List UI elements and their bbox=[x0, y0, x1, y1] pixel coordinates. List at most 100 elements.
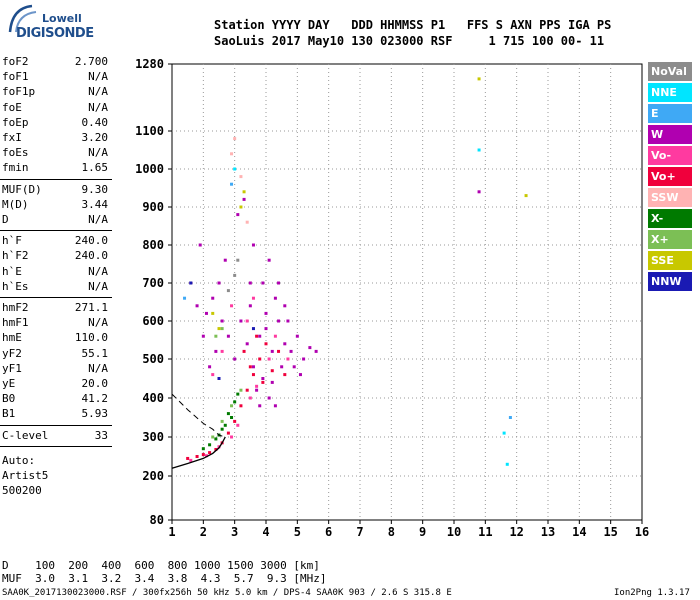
data-point-w bbox=[255, 388, 259, 392]
data-point-nne bbox=[233, 167, 237, 171]
param-row-hf: h`F 240.0 bbox=[0, 234, 112, 248]
param-value: 41.2 bbox=[81, 392, 109, 406]
data-point-w bbox=[280, 365, 284, 369]
param-value: 33 bbox=[94, 428, 108, 442]
data-point-w bbox=[264, 311, 268, 315]
param-row-clevel: C-level 33 bbox=[0, 429, 112, 443]
param-row-foes: foEs N/A bbox=[0, 146, 112, 160]
digisonde-logo: Lowell DIGISONDE bbox=[2, 2, 102, 42]
legend-item-sse: SSE bbox=[648, 251, 692, 270]
y-tick-label: 500 bbox=[142, 352, 164, 366]
plot-frame bbox=[171, 63, 643, 521]
data-point-w bbox=[248, 281, 252, 285]
x-tick-label: 12 bbox=[509, 525, 523, 539]
data-point-w bbox=[289, 349, 293, 353]
data-point-w bbox=[261, 281, 265, 285]
data-point-sse bbox=[217, 327, 221, 331]
data-point-vo- bbox=[189, 458, 193, 462]
x-tick-label: 14 bbox=[572, 525, 586, 539]
data-point-vo- bbox=[261, 380, 265, 384]
data-point-w bbox=[198, 243, 202, 247]
data-point-ssw bbox=[233, 137, 237, 141]
data-point-w bbox=[248, 304, 252, 308]
legend-item-w: W bbox=[648, 125, 692, 144]
param-row-fof2: foF2 2.700 bbox=[0, 55, 112, 69]
data-point-vo- bbox=[248, 396, 252, 400]
param-value: 110.0 bbox=[74, 331, 108, 345]
param-label: foE bbox=[2, 100, 22, 114]
autoscale-text: 500200 bbox=[2, 483, 42, 497]
param-row-hme: hmE 110.0 bbox=[0, 331, 112, 345]
y-tick-label: 1280 bbox=[135, 57, 164, 71]
data-point-vo- bbox=[283, 373, 287, 377]
y-tick-label: 1000 bbox=[135, 162, 164, 176]
param-value: N/A bbox=[88, 264, 108, 278]
data-point-w bbox=[273, 404, 277, 408]
data-point-w bbox=[302, 357, 306, 361]
data-point-nne bbox=[477, 148, 481, 152]
data-point-nnw bbox=[251, 327, 255, 331]
param-label: foF1 bbox=[2, 70, 29, 84]
data-point-sse bbox=[524, 194, 528, 198]
param-row-b0: B0 41.2 bbox=[0, 392, 112, 406]
data-point-w bbox=[245, 342, 249, 346]
data-point-vo- bbox=[258, 357, 262, 361]
data-point-x- bbox=[236, 392, 240, 396]
data-point-e bbox=[183, 296, 187, 300]
param-value: 240.0 bbox=[74, 249, 108, 263]
x-tick-label: 8 bbox=[388, 525, 395, 539]
param-row-hmf2: hmF2 271.1 bbox=[0, 301, 112, 315]
param-value: N/A bbox=[88, 361, 108, 375]
data-point-vo- bbox=[270, 369, 274, 373]
x-tick-label: 5 bbox=[294, 525, 301, 539]
param-label: yE bbox=[2, 377, 16, 390]
data-point-vo- bbox=[186, 456, 190, 460]
param-label: fmin bbox=[2, 161, 29, 175]
data-point-vo- bbox=[273, 334, 277, 338]
param-label: foF2 bbox=[2, 55, 29, 68]
param-separator bbox=[0, 230, 112, 232]
param-value: 1.65 bbox=[81, 161, 109, 175]
param-value: N/A bbox=[88, 85, 108, 99]
data-point-w bbox=[283, 342, 287, 346]
legend-item-ssw: SSW bbox=[648, 188, 692, 207]
data-point-w bbox=[214, 349, 218, 353]
profile-solid-line bbox=[171, 436, 226, 469]
data-point-sse bbox=[211, 311, 215, 315]
param-label: D bbox=[2, 213, 9, 226]
footer-d-row: D 100 200 400 600 800 1000 1500 3000 [km… bbox=[2, 559, 320, 572]
data-point-vo- bbox=[214, 447, 218, 451]
data-point-x- bbox=[233, 400, 237, 404]
data-point-e bbox=[230, 182, 234, 186]
data-point-w bbox=[251, 243, 255, 247]
data-point-w bbox=[242, 197, 246, 201]
data-point-vo- bbox=[236, 423, 240, 427]
param-row-foe: foE N/A bbox=[0, 101, 112, 115]
param-value: 240.0 bbox=[74, 234, 108, 248]
param-label: h`F bbox=[2, 234, 22, 248]
data-point-vo- bbox=[251, 373, 255, 377]
data-point-w bbox=[267, 258, 271, 262]
data-point-nnw bbox=[189, 281, 193, 285]
param-row-fof1: foF1 N/A bbox=[0, 70, 112, 84]
data-point-w bbox=[251, 365, 255, 369]
data-point-vo- bbox=[230, 304, 234, 308]
x-tick-label: 11 bbox=[478, 525, 492, 539]
data-point-vo- bbox=[211, 373, 215, 377]
logo-mark-icon bbox=[8, 4, 37, 33]
data-point-x- bbox=[220, 427, 224, 431]
data-point-noval bbox=[236, 258, 240, 262]
data-point-x- bbox=[226, 412, 230, 416]
data-point-w bbox=[283, 304, 287, 308]
data-point-w bbox=[277, 319, 281, 323]
y-tick-label: 400 bbox=[142, 391, 164, 405]
param-row-b1: B1 5.93 bbox=[0, 407, 112, 421]
data-point-vo- bbox=[242, 349, 246, 353]
data-point-sse bbox=[242, 190, 246, 194]
param-value: N/A bbox=[88, 70, 108, 84]
data-point-w bbox=[226, 334, 230, 338]
data-point-w bbox=[208, 365, 212, 369]
data-point-w bbox=[217, 281, 221, 285]
data-point-vo- bbox=[220, 349, 224, 353]
param-row-yf2: yF2 55.1 bbox=[0, 347, 112, 361]
